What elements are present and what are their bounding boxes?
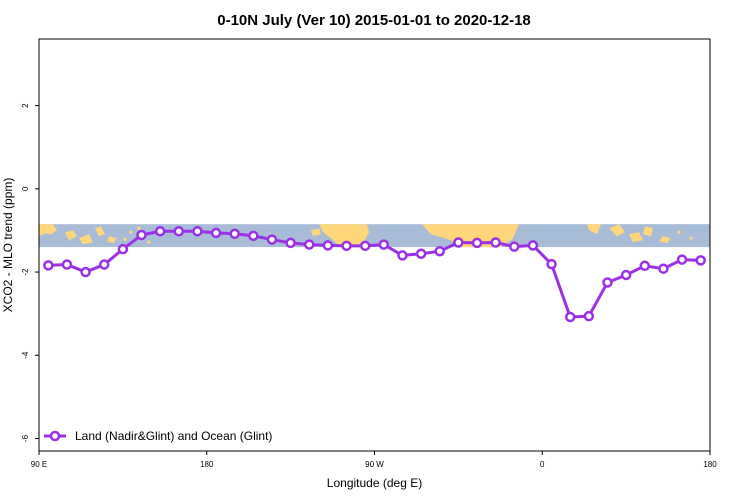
data-point <box>117 243 129 255</box>
data-point <box>80 266 91 278</box>
map-island-1 <box>129 230 133 234</box>
data-point <box>136 229 147 241</box>
data-point <box>266 234 278 245</box>
map-land-0 <box>39 224 57 237</box>
data-point <box>509 241 520 252</box>
y-axis-label: XCO2 - MLO trend (ppm) <box>1 178 15 313</box>
data-point <box>620 269 632 281</box>
data-point <box>471 237 483 249</box>
data-point <box>397 250 408 261</box>
data-point <box>434 245 445 257</box>
map-land-6 <box>311 228 321 237</box>
data-point <box>248 230 259 242</box>
map-ocean <box>39 224 710 248</box>
map-land-9 <box>609 224 625 237</box>
map-land-3 <box>95 226 105 237</box>
x-tick-label: 180 <box>200 460 214 469</box>
data-point <box>527 240 539 251</box>
map-land-1 <box>65 230 77 241</box>
y-tick-label: 0 <box>21 186 30 191</box>
chart-title: 0-10N July (Ver 10) 2015-01-01 to 2020-1… <box>217 12 531 29</box>
data-point <box>415 248 427 259</box>
data-point <box>210 227 222 239</box>
y-tick-label: -4 <box>21 351 30 359</box>
data-point <box>322 240 334 251</box>
x-tick-label: 90 W <box>365 460 384 469</box>
x-axis: 90 E 180 90 W 0 180 <box>31 451 717 469</box>
data-point <box>583 310 595 322</box>
data-point <box>602 277 613 288</box>
map-land-10 <box>629 232 643 243</box>
data-point <box>658 263 669 274</box>
legend-entry-label: Land (Nadir&Glint) and Ocean (Glint) <box>75 429 272 443</box>
map-land-11 <box>643 226 653 237</box>
map-land-5 <box>319 224 369 248</box>
data-point <box>285 237 296 249</box>
x-tick-label: 90 E <box>31 460 47 469</box>
y-tick-label: -6 <box>21 434 30 442</box>
data-point <box>639 260 651 272</box>
y-tick-label: -2 <box>21 268 30 276</box>
data-point <box>304 239 315 250</box>
data-point <box>341 240 352 252</box>
data-point <box>564 311 576 323</box>
y-axis: 2 0 -2 -4 -6 <box>21 103 39 442</box>
map-land-2 <box>79 234 93 245</box>
legend-marker-swatch <box>49 430 61 442</box>
y-tick-label: 2 <box>21 103 30 108</box>
map-island-3 <box>677 230 681 234</box>
map-island-4 <box>689 236 693 240</box>
data-point <box>173 226 185 237</box>
map-land-4 <box>107 236 117 244</box>
x-axis-label: Longitude (deg E) <box>327 476 422 490</box>
data-point <box>154 226 166 237</box>
data-point <box>61 259 73 270</box>
map-land-8 <box>587 224 601 235</box>
x-tick-label: 0 <box>540 460 545 469</box>
data-point <box>695 255 706 266</box>
data-point <box>192 226 203 237</box>
x-tick-label: 180 <box>703 460 717 469</box>
legend: Land (Nadir&Glint) and Ocean (Glint) <box>44 429 272 443</box>
map-island-2 <box>147 240 151 244</box>
data-point <box>359 240 371 252</box>
data-point <box>229 228 240 240</box>
map-island-5 <box>137 226 141 230</box>
data-point <box>490 237 501 248</box>
data-point <box>676 254 688 265</box>
data-point <box>453 237 464 248</box>
map-land-12 <box>659 236 671 244</box>
map-island-0 <box>123 237 127 241</box>
data-point <box>43 260 54 271</box>
data-point <box>378 239 390 250</box>
series-layer <box>43 226 706 323</box>
data-point <box>98 259 110 270</box>
data-point <box>546 258 557 270</box>
